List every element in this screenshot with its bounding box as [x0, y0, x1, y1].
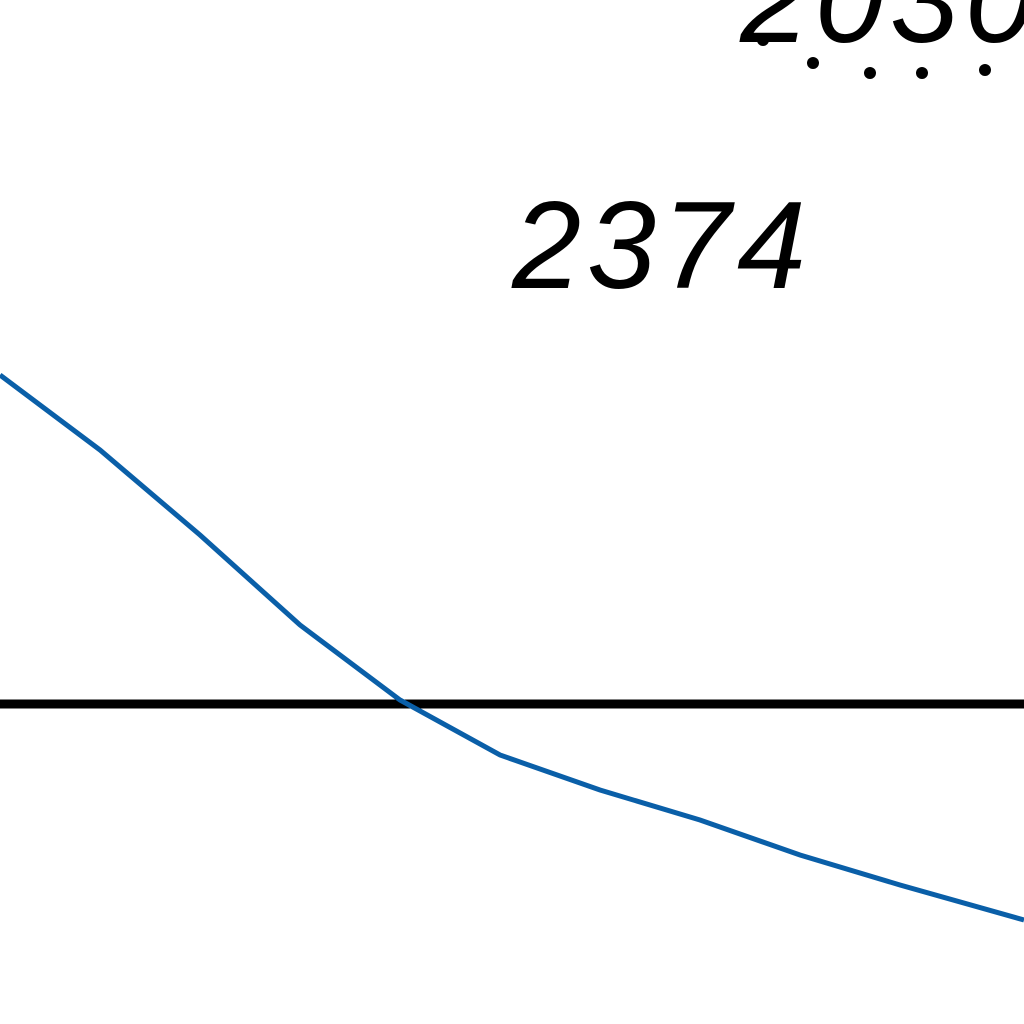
annotation: 2030	[739, 0, 1024, 69]
annotation: 2374	[511, 177, 812, 315]
dot	[864, 67, 876, 79]
dot	[757, 34, 769, 46]
curve	[0, 373, 1024, 923]
dot	[979, 64, 991, 76]
dot	[807, 57, 819, 69]
dot	[916, 67, 928, 79]
